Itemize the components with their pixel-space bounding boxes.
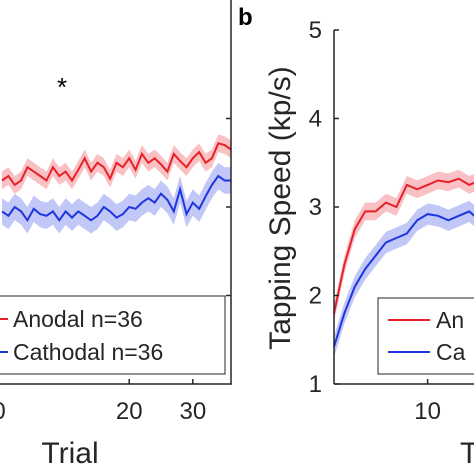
panel-b: b 10 1 2 3 4 5 Tapping Speed (kp/s) T An Ca	[238, 4, 474, 470]
legend-label-anodal: Anodal n=36	[13, 306, 143, 332]
panel-b-letter: b	[238, 4, 253, 31]
panel-a-x-tick-label: 20	[116, 398, 143, 425]
panel-a-legend: Anodal n=36 Cathodal n=36	[0, 295, 226, 375]
panel-a-x-label: Trial	[41, 437, 98, 470]
panel-a-legend-box	[0, 295, 226, 375]
panel-b-band-1	[334, 200, 474, 358]
legend-label-ca: Ca	[436, 339, 466, 365]
panel-a-x-tick-label: 30	[179, 398, 206, 425]
panel-a-marks	[1, 134, 232, 234]
panel-b-y-tick-label: 1	[309, 371, 322, 398]
panel-a-band-1	[2, 162, 231, 234]
panel-a-series-line-0	[1, 142, 232, 187]
panel-b-legend-box	[377, 297, 474, 375]
panel-b-series-line-0	[333, 177, 474, 314]
panel-b-x-label: T	[460, 437, 474, 470]
panel-b-y-tick-label: 2	[309, 283, 322, 310]
panel-b-y-tick-label: 3	[309, 194, 322, 221]
panel-a-series-line-1	[1, 174, 231, 223]
panel-b-x-tick-label: 10	[414, 398, 441, 425]
panel-b-legend: An Ca	[377, 297, 474, 375]
panel-b-y-label: Tapping Speed (kp/s)	[264, 66, 297, 350]
panel-a: 20 30 0 Trial * Anodal n=36 Cathodal n=36	[0, 0, 232, 470]
legend-label-an: An	[436, 307, 464, 333]
panel-b-ticks: 10 1 2 3 4 5	[309, 17, 441, 425]
panel-b-marks	[333, 169, 474, 358]
significance-star: *	[57, 72, 67, 102]
panel-a-x-tick-label-clipped: 0	[0, 398, 6, 425]
panel-b-band-0	[334, 169, 474, 323]
legend-label-cathodal: Cathodal n=36	[13, 339, 163, 365]
panel-a-ticks: 20 30 0	[0, 117, 231, 425]
panel-b-y-tick-label: 4	[309, 106, 322, 133]
panel-b-series-line-1	[333, 210, 474, 348]
panel-b-y-tick-label: 5	[309, 17, 322, 44]
